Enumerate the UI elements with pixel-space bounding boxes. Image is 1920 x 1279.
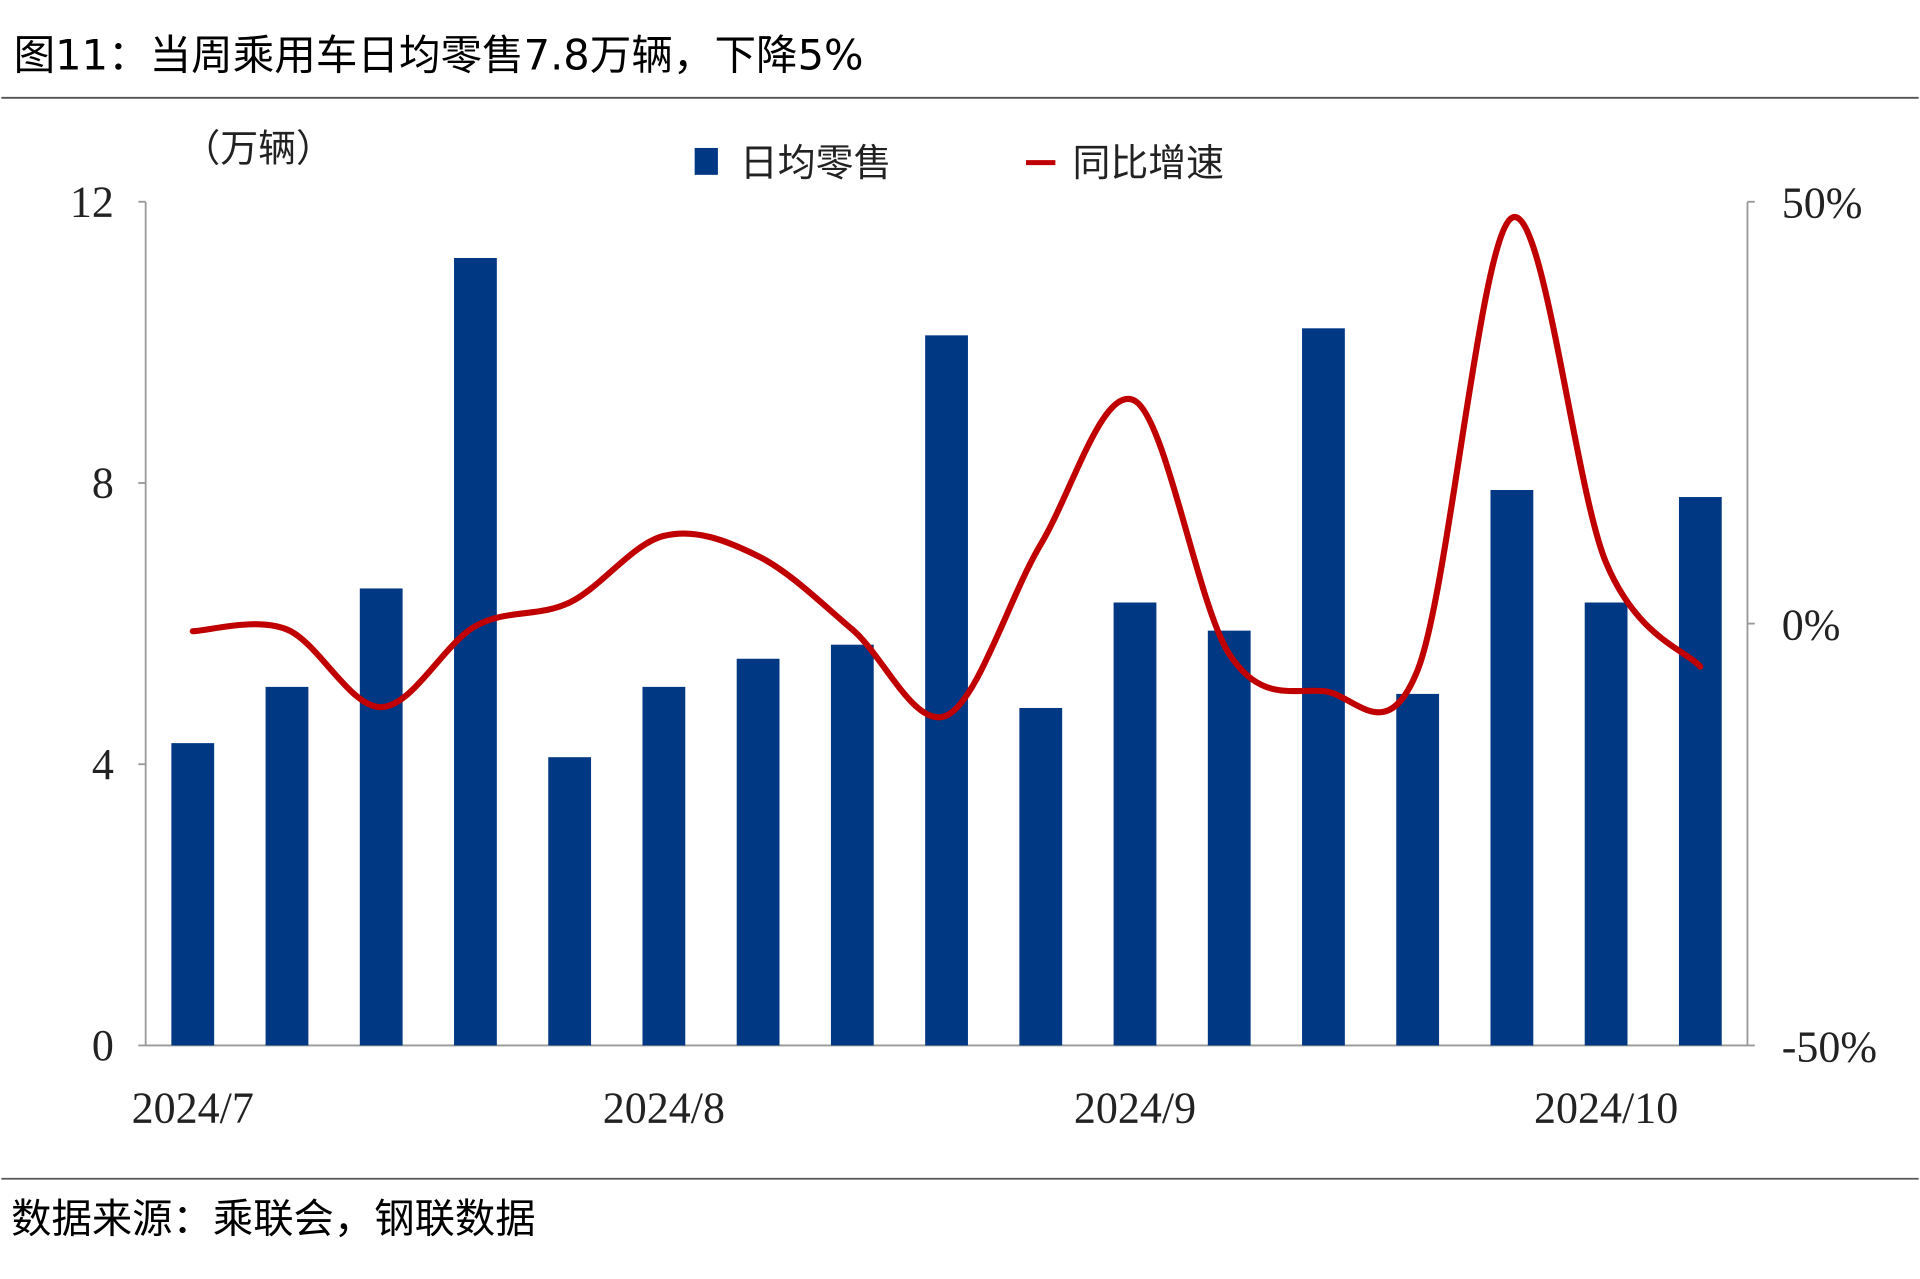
x-tick-label: 2024/9 xyxy=(1074,1083,1196,1132)
legend: 日均零售 同比增速 xyxy=(694,141,1224,185)
bar-daily-retail xyxy=(925,335,968,1046)
bar-daily-retail xyxy=(642,686,686,1046)
bar-daily-retail xyxy=(454,258,497,1046)
right-tick-label: -50% xyxy=(1782,1022,1877,1071)
bar-daily-retail xyxy=(1678,497,1722,1046)
yoy-growth-line xyxy=(189,214,1704,721)
bar-daily-retail xyxy=(736,658,780,1046)
left-tick-label: 0 xyxy=(92,1021,114,1070)
left-tick-label: 4 xyxy=(92,740,114,789)
bar-daily-retail xyxy=(830,644,874,1046)
bar-daily-retail xyxy=(1396,693,1440,1046)
figure-title: 图11：当周乘用车日均零售7.8万辆，下降5% xyxy=(14,31,864,80)
bar-daily-retail xyxy=(548,757,592,1046)
y-unit-label: （万辆） xyxy=(182,126,334,170)
x-tick-label: 2024/8 xyxy=(603,1083,725,1132)
right-tick-label: 50% xyxy=(1782,179,1863,228)
legend-line-label: 同比增速 xyxy=(1072,141,1224,185)
bar-daily-retail xyxy=(1584,602,1628,1046)
bars xyxy=(171,258,1722,1046)
bar-daily-retail xyxy=(1019,707,1063,1046)
x-tick-label: 2024/10 xyxy=(1534,1083,1678,1132)
bar-daily-retail xyxy=(1113,602,1157,1046)
bar-daily-retail xyxy=(1207,630,1251,1046)
legend-bar-swatch xyxy=(694,147,718,175)
tick-labels: 0 4 8 12 -50% 0% 50% 2024/7 2024/8 2024/9 2024/10 xyxy=(70,177,1877,1132)
x-tick-label: 2024/7 xyxy=(132,1083,254,1132)
bar-daily-retail xyxy=(1490,490,1534,1046)
source-note: 数据来源：乘联会，钢联数据 xyxy=(11,1196,535,1243)
right-tick-label: 0% xyxy=(1782,601,1841,650)
left-tick-label: 12 xyxy=(70,177,114,226)
bar-daily-retail xyxy=(1302,328,1345,1046)
bar-daily-retail xyxy=(359,588,403,1046)
left-tick-label: 8 xyxy=(92,459,114,508)
bar-daily-retail xyxy=(171,743,215,1046)
legend-bar-label: 日均零售 xyxy=(740,141,892,185)
bar-daily-retail xyxy=(265,686,309,1046)
